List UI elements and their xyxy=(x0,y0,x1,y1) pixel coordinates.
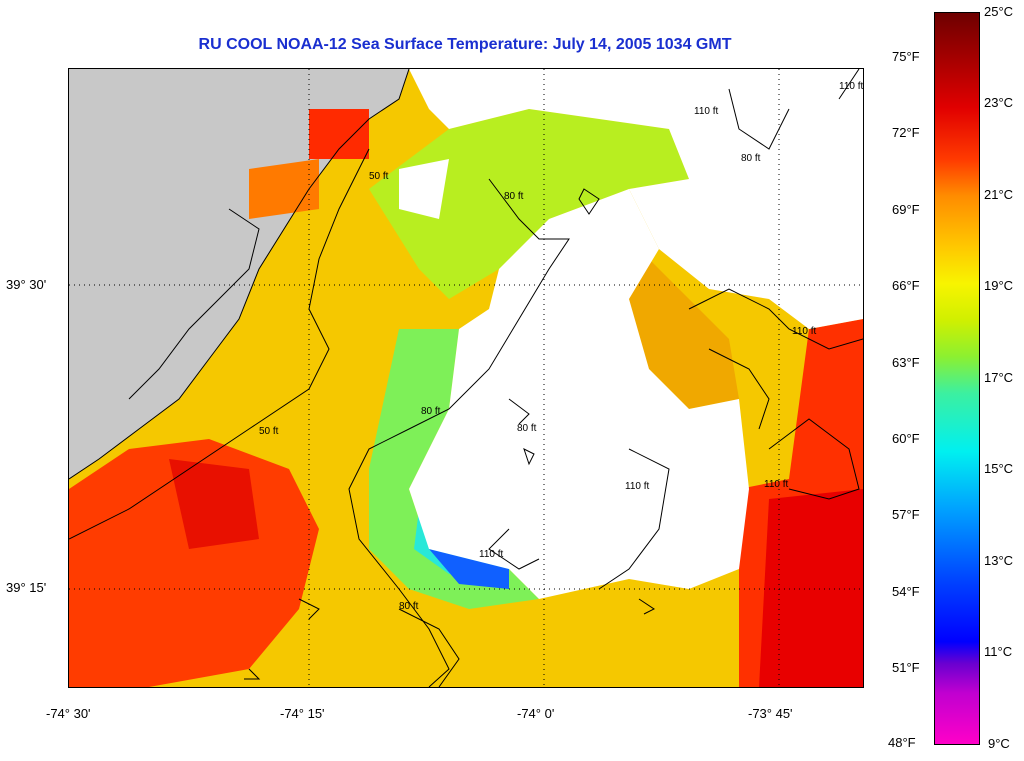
fahrenheit-label: 54°F xyxy=(892,584,920,599)
fahrenheit-label: 60°F xyxy=(892,431,920,446)
contour-label: 80 ft xyxy=(517,423,537,434)
contour-label: 80 ft xyxy=(421,406,441,417)
cloud-north xyxy=(409,69,863,329)
cool-band-north xyxy=(369,109,689,299)
contour-label: 110 ft xyxy=(479,549,503,560)
celsius-label: 9°C xyxy=(988,736,1010,751)
celsius-label: 23°C xyxy=(984,95,1014,110)
bay-outline xyxy=(128,208,260,400)
temperature-colorbar xyxy=(934,12,980,745)
celsius-label: 25°C xyxy=(984,4,1014,19)
lon-label: -74° 0' xyxy=(517,706,555,721)
fahrenheit-label: 66°F xyxy=(892,278,920,293)
fahrenheit-label: 69°F xyxy=(892,202,920,217)
warm-patch-coast xyxy=(249,159,319,219)
contour-label: 80 ft xyxy=(741,153,761,164)
contour-label-group: 110 ft 80 ft 50 ft 80 ft 110 ft 50 ft 80… xyxy=(259,81,863,612)
fahrenheit-label: 51°F xyxy=(892,660,920,675)
contour-label: 110 ft xyxy=(694,106,718,117)
sst-map: 110 ft 80 ft 50 ft 80 ft 110 ft 50 ft 80… xyxy=(68,68,864,688)
contour-label: 110 ft xyxy=(792,326,816,337)
celsius-label: 17°C xyxy=(984,370,1014,385)
lat-label: 39° 30' xyxy=(6,277,47,292)
celsius-label: 15°C xyxy=(984,461,1014,476)
cloud-small xyxy=(399,159,449,219)
cool-band-center xyxy=(369,329,539,609)
lon-label: -74° 15' xyxy=(280,706,325,721)
hot-core-southwest xyxy=(169,459,259,549)
lat-label: 39° 15' xyxy=(6,580,47,595)
contour-label: 80 ft xyxy=(399,601,419,612)
sst-map-canvas: 110 ft 80 ft 50 ft 80 ft 110 ft 50 ft 80… xyxy=(69,69,863,687)
fahrenheit-label: 72°F xyxy=(892,125,920,140)
warm-patch-north xyxy=(309,109,369,159)
cold-band-blue xyxy=(429,549,509,589)
celsius-label: 13°C xyxy=(984,553,1014,568)
depth-contours xyxy=(69,69,863,687)
fahrenheit-label: 48°F xyxy=(888,735,916,750)
fahrenheit-label: 63°F xyxy=(892,355,920,370)
land-area xyxy=(69,69,409,479)
coastline xyxy=(69,69,410,480)
warm-patch-southwest xyxy=(69,439,319,687)
celsius-label: 11°C xyxy=(984,644,1013,659)
lon-label: -73° 45' xyxy=(748,706,793,721)
lon-label: -74° 30' xyxy=(46,706,91,721)
fahrenheit-label: 57°F xyxy=(892,507,920,522)
contour-label: 110 ft xyxy=(625,481,649,492)
celsius-label: 19°C xyxy=(984,278,1014,293)
contour-label: 50 ft xyxy=(259,426,279,437)
contour-label: 110 ft xyxy=(839,81,863,92)
contour-label: 80 ft xyxy=(504,191,524,202)
celsius-label: 21°C xyxy=(984,187,1014,202)
graticule xyxy=(69,69,863,687)
hot-core-east xyxy=(759,489,863,687)
contour-label: 50 ft xyxy=(369,171,389,182)
contour-label: 110 ft xyxy=(764,479,788,490)
fahrenheit-label: 75°F xyxy=(892,49,920,64)
map-title: RU COOL NOAA-12 Sea Surface Temperature:… xyxy=(198,36,732,53)
